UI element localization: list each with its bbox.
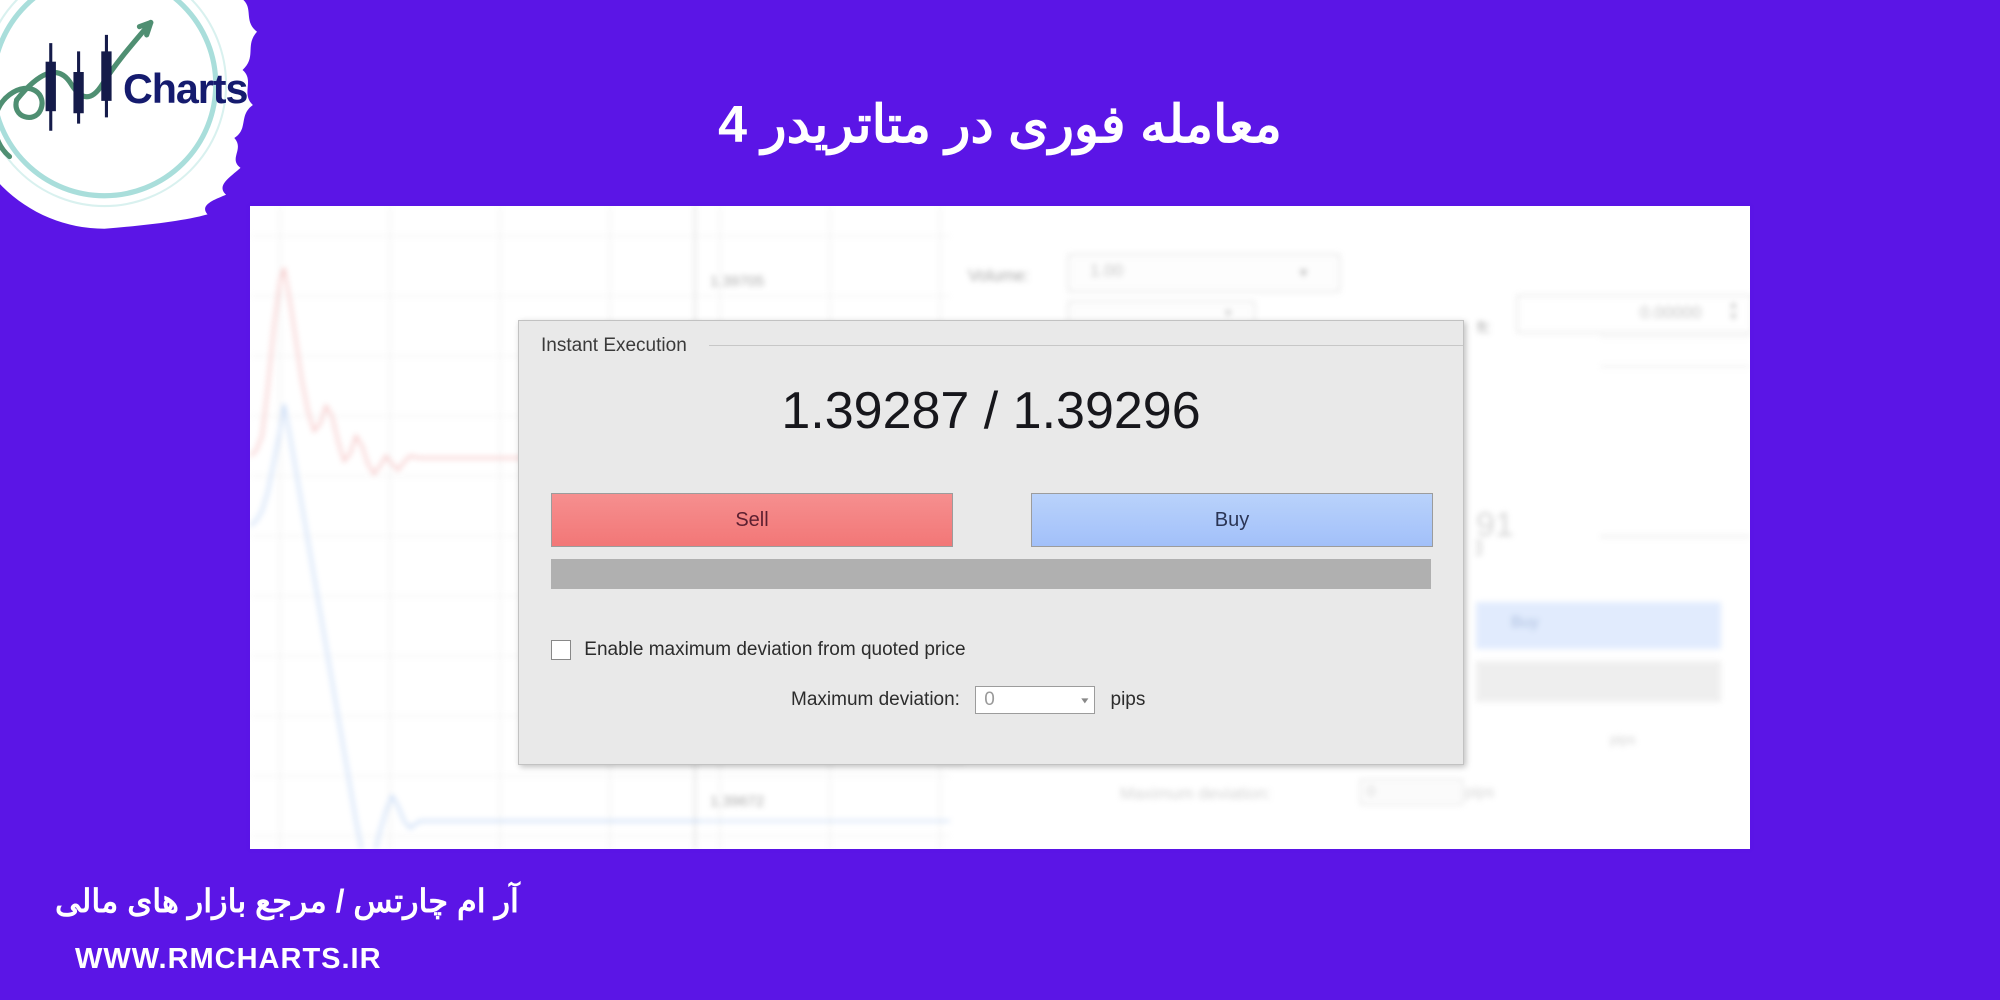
svg-text:Charts: Charts (123, 66, 248, 112)
svg-text:1.39672: 1.39672 (710, 793, 764, 810)
svg-text:1.39705: 1.39705 (710, 273, 764, 290)
